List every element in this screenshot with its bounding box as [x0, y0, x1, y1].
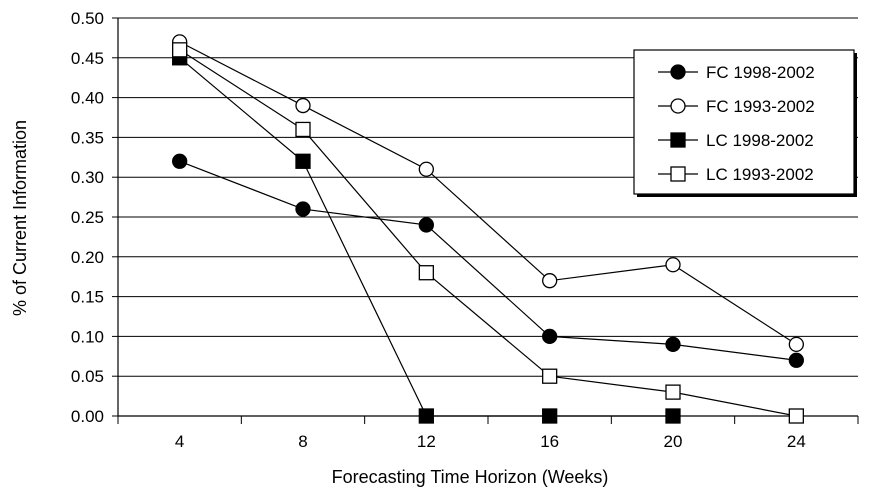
y-axis-title: % of Current Information: [10, 120, 30, 316]
data-point: [788, 352, 804, 368]
legend-marker: [670, 166, 686, 182]
data-point: [542, 273, 558, 289]
legend-label: FC 1998-2002: [706, 63, 815, 82]
data-point: [418, 217, 434, 233]
data-point: [172, 153, 188, 169]
gridlines: [118, 17, 858, 377]
y-tick-label: 0.35: [71, 128, 104, 147]
data-point: [788, 408, 804, 424]
data-point: [418, 408, 434, 424]
data-point: [665, 257, 681, 273]
data-point: [418, 265, 434, 281]
tick-labels: 0.00 0.05 0.10 0.15 0.20 0.25 0.30 0.35 0.40 0.45…: [71, 9, 806, 451]
legend-label: LC 1993-2002: [706, 165, 814, 184]
y-tick-label: 0.30: [71, 168, 104, 187]
y-tick-label: 0.25: [71, 208, 104, 227]
y-tick-label: 0.10: [71, 327, 104, 346]
data-point: [172, 42, 188, 58]
x-tick-label: 8: [298, 432, 307, 451]
legend-label: LC 1998-2002: [706, 131, 814, 150]
x-tick-label: 4: [175, 432, 184, 451]
legend: FC 1998-2002 FC 1993-2002 LC 1998-2002 LC 1…: [633, 49, 857, 197]
data-point: [542, 408, 558, 424]
series-line-1: [179, 160, 797, 361]
legend-marker: [670, 98, 686, 114]
y-tick-label: 0.00: [71, 407, 104, 426]
series-line-3: [179, 57, 673, 417]
legend-marker: [670, 64, 686, 80]
y-tick-label: 0.40: [71, 89, 104, 108]
legend-marker: [670, 132, 686, 148]
y-tick-label: 0.45: [71, 49, 104, 68]
data-point: [788, 336, 804, 353]
data-point: [295, 97, 311, 114]
data-point: [665, 336, 681, 353]
x-tick-label: 16: [540, 432, 559, 451]
data-point: [542, 328, 558, 345]
series-markers: [172, 34, 804, 424]
series-line-4: [179, 49, 797, 417]
data-point: [295, 121, 311, 138]
y-tick-label: 0.20: [71, 248, 104, 267]
series-line-2: [179, 41, 797, 345]
y-tick-label: 0.05: [71, 367, 104, 386]
data-point: [295, 201, 311, 217]
data-point: [542, 368, 558, 384]
data-point: [418, 161, 434, 177]
y-tick-label: 0.50: [71, 9, 104, 28]
x-axis-title: Forecasting Time Horizon (Weeks): [332, 467, 609, 487]
x-tick-label: 24: [787, 432, 806, 451]
data-point: [665, 408, 681, 424]
data-point: [665, 384, 681, 400]
x-tick-label: 12: [417, 432, 436, 451]
x-tick-label: 20: [664, 432, 683, 451]
data-point: [295, 153, 311, 169]
y-tick-label: 0.15: [71, 288, 104, 307]
legend-label: FC 1993-2002: [706, 97, 815, 116]
